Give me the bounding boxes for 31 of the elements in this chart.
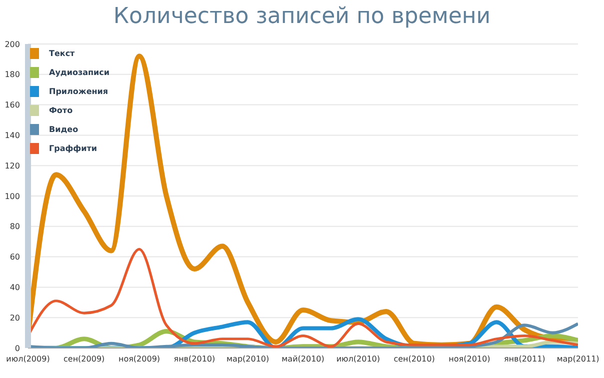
x-tick-label: янв(2010) [174,354,216,364]
line-series [28,322,578,348]
line-series [28,248,578,348]
y-tick-label: 0 [14,344,20,353]
chart-title: Количество записей по времени [112,3,492,31]
y-tick-label: 200 [4,40,20,49]
legend-label: Текст [49,49,75,58]
legend-label: Видео [49,125,78,134]
x-tick-label: май(2010) [282,354,324,364]
y-tick-label: 20 [10,313,20,322]
x-tick-label: ноя(2009) [118,354,160,364]
x-tick-label: июл(2010) [336,354,380,364]
x-tick-label: ноя(2010) [448,354,490,364]
y-tick-label: 160 [4,100,20,110]
y-tick-label: 100 [4,192,20,201]
x-tick-label: мар(2010) [226,354,270,364]
legend-label: Фото [49,106,73,115]
y-tick-label: 80 [10,222,20,232]
legend-label: Граффити [49,144,97,153]
y-tick-label: 180 [4,70,20,80]
x-tick-label: июл(2009) [6,354,50,364]
x-tick-label: сен(2009) [64,354,105,364]
y-tick-label: 60 [10,252,20,262]
legend-label: Приложения [49,87,108,96]
x-tick-label: янв(2011) [504,354,546,364]
y-tick-label: 120 [4,161,20,170]
y-tick-label: 40 [10,283,20,292]
x-tick-label: сен(2010) [394,354,435,364]
legend-label: Аудиозаписи [49,68,110,77]
x-tick-label: мар(2011) [556,354,600,364]
y-tick-label: 140 [4,131,20,140]
